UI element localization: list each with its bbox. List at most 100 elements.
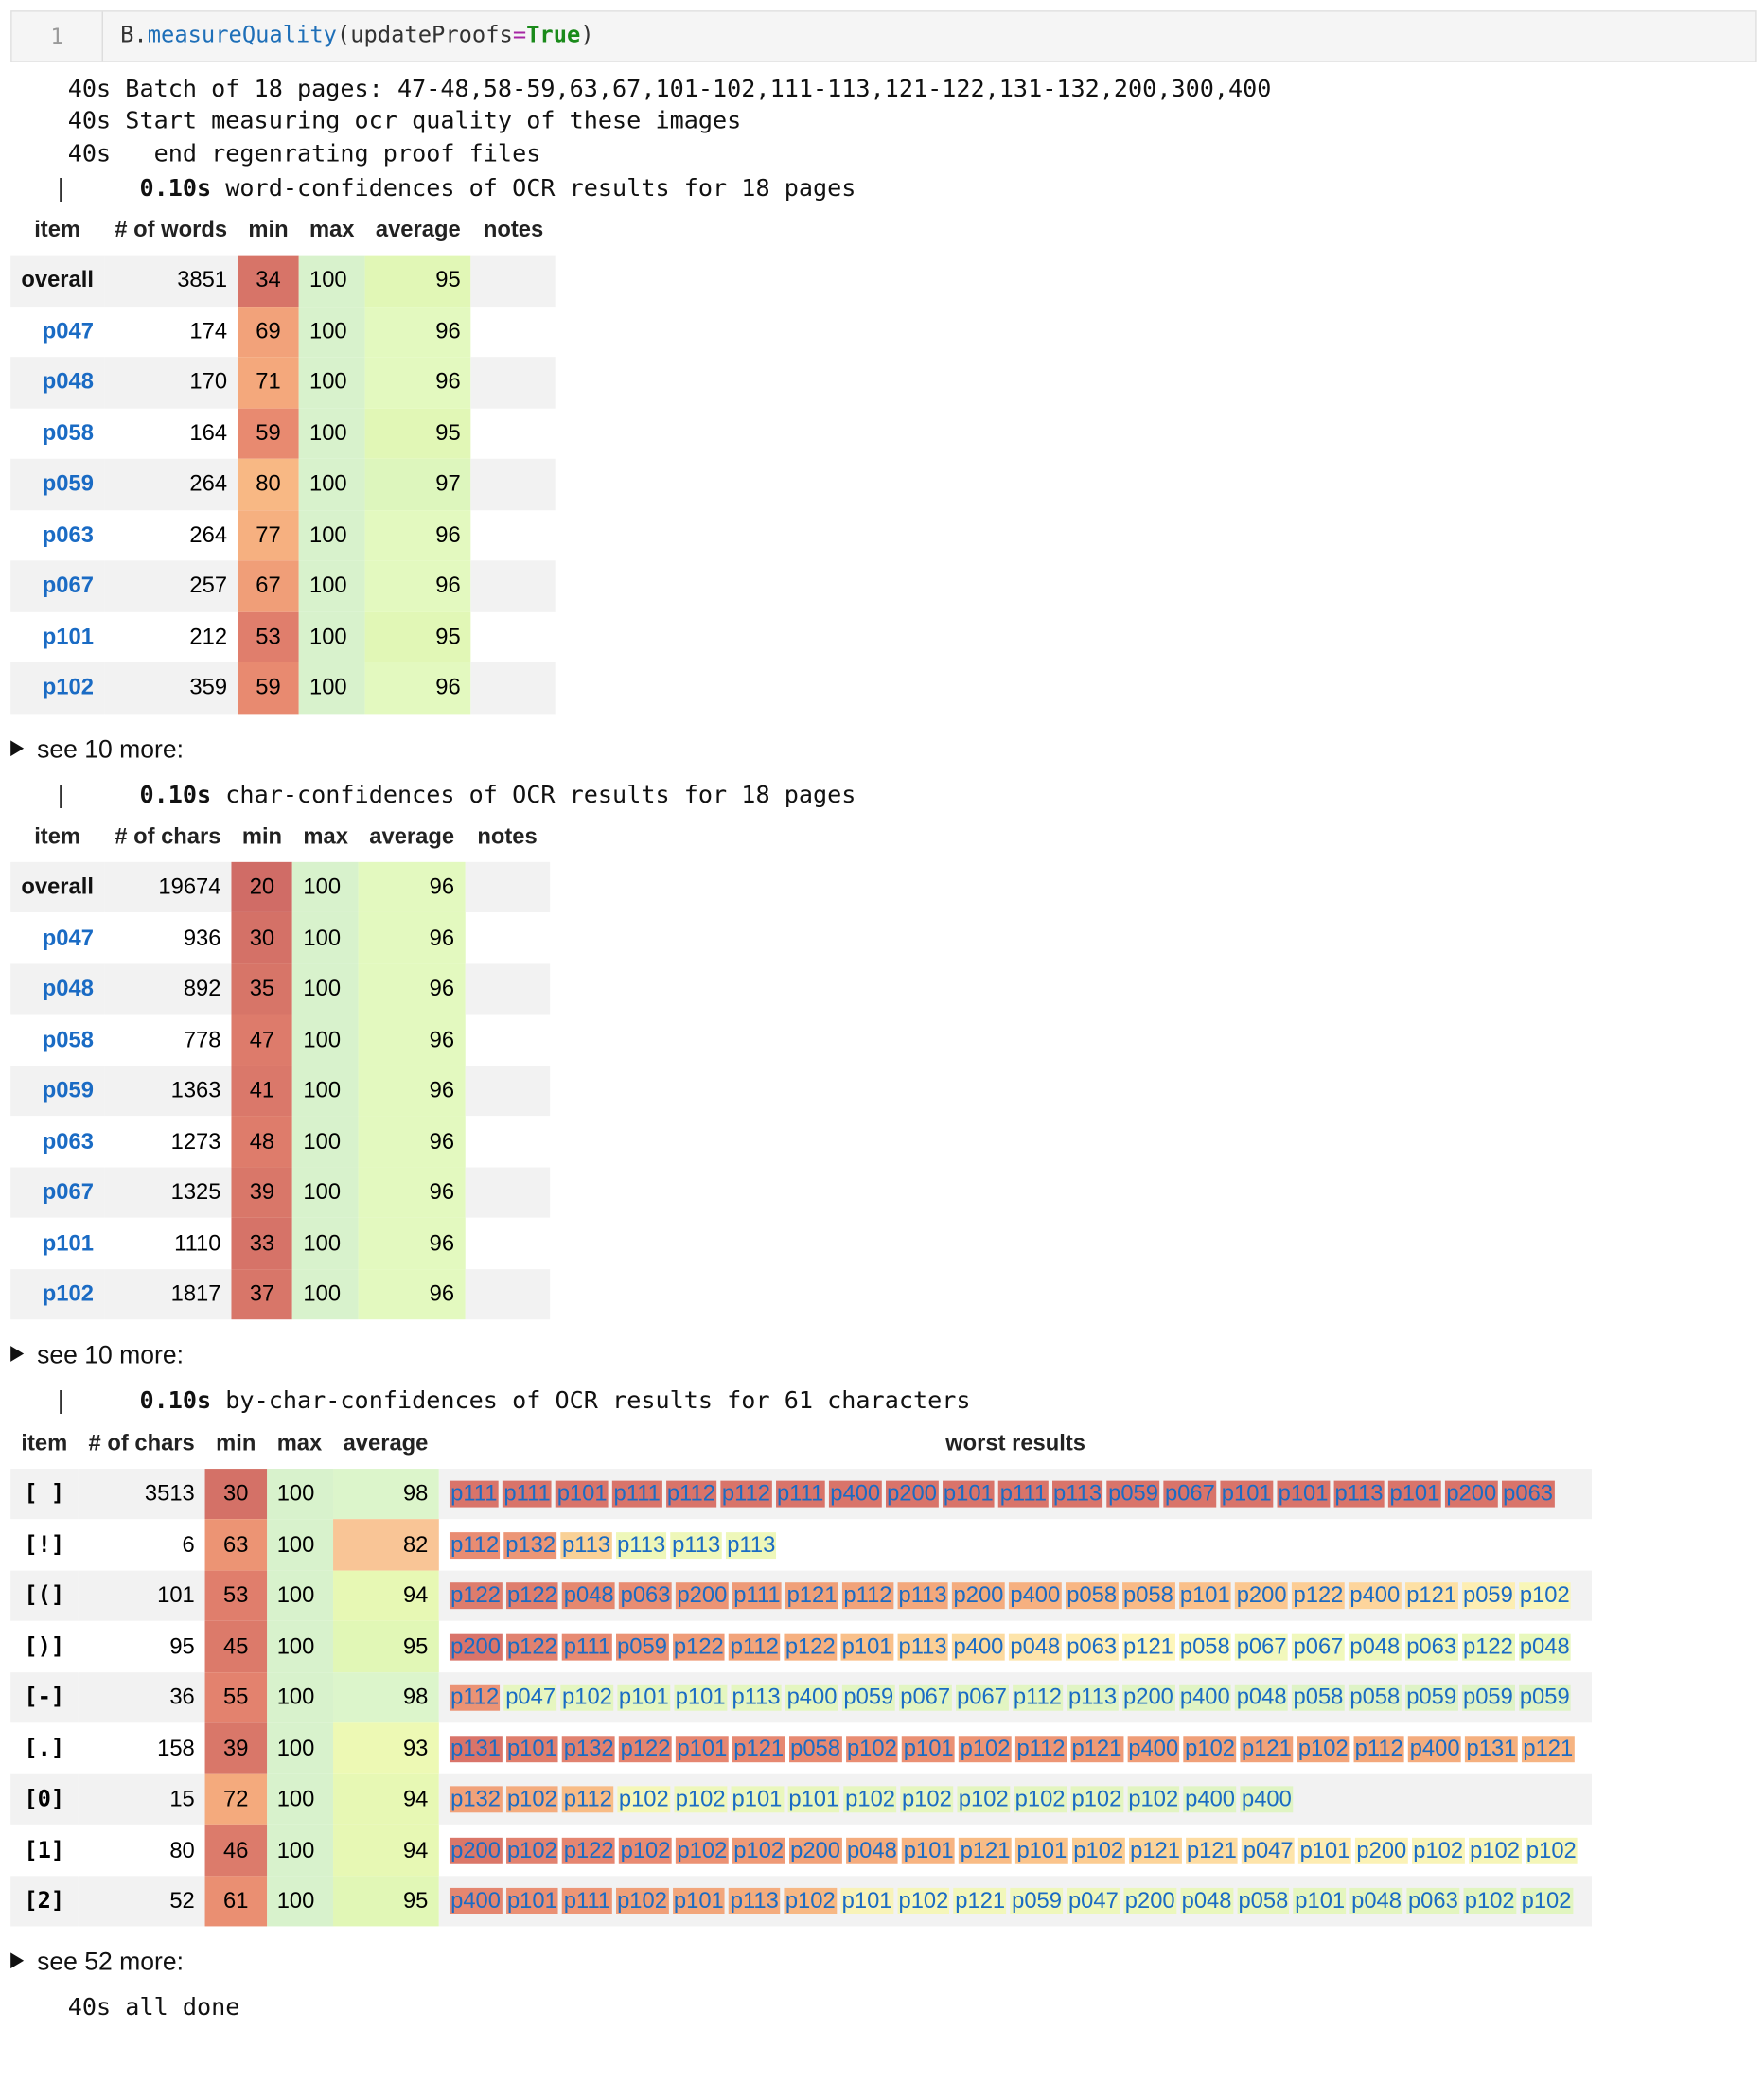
worst-result-link[interactable]: p121	[959, 1837, 1012, 1864]
page-link[interactable]: p067	[10, 560, 105, 612]
page-link[interactable]: p101	[42, 1230, 94, 1256]
worst-result-link[interactable]: p102	[505, 1837, 559, 1864]
page-link[interactable]: p101	[42, 624, 94, 649]
worst-result-link[interactable]: p111	[732, 1582, 782, 1610]
worst-result-link[interactable]: p101	[672, 1887, 726, 1914]
worst-result-link[interactable]: p102	[1525, 1837, 1579, 1864]
worst-result-link[interactable]: p121	[732, 1735, 785, 1762]
worst-result-link[interactable]: p112	[665, 1480, 717, 1508]
worst-result-link[interactable]: p058	[1292, 1684, 1345, 1711]
code-line[interactable]: B.measureQuality(updateProofs=True)	[120, 12, 594, 62]
worst-result-link[interactable]: p102	[1411, 1837, 1465, 1864]
worst-result-link[interactable]: p063	[1065, 1633, 1119, 1660]
worst-result-link[interactable]: p112	[449, 1531, 501, 1559]
worst-result-link[interactable]: p121	[1240, 1735, 1294, 1762]
see-more-toggle[interactable]: see 10 more:	[10, 1333, 1763, 1381]
worst-result-link[interactable]: p067	[955, 1684, 1009, 1711]
worst-result-link[interactable]: p102	[560, 1684, 614, 1711]
worst-result-link[interactable]: p111	[562, 1887, 612, 1914]
worst-result-link[interactable]: p102	[1520, 1887, 1573, 1914]
worst-result-link[interactable]: p101	[505, 1887, 559, 1914]
worst-result-link[interactable]: p102	[845, 1735, 899, 1762]
worst-result-link[interactable]: p101	[840, 1887, 893, 1914]
worst-result-link[interactable]: p112	[842, 1582, 893, 1610]
worst-result-link[interactable]: p058	[1237, 1887, 1290, 1914]
worst-result-link[interactable]: p113	[897, 1633, 948, 1660]
worst-result-link[interactable]: p102	[676, 1837, 729, 1864]
worst-result-link[interactable]: p400	[952, 1633, 1005, 1660]
worst-result-link[interactable]: p400	[1408, 1735, 1461, 1762]
worst-result-link[interactable]: p400	[1126, 1735, 1180, 1762]
page-link[interactable]: p102	[10, 1269, 105, 1320]
worst-result-link[interactable]: p063	[1406, 1887, 1460, 1914]
worst-result-link[interactable]: p132	[449, 1786, 503, 1813]
worst-result-link[interactable]: p200	[676, 1582, 729, 1610]
worst-result-link[interactable]: p048	[1518, 1633, 1572, 1660]
worst-result-link[interactable]: p131	[449, 1735, 503, 1762]
worst-result-link[interactable]: p102	[1071, 1837, 1125, 1864]
worst-result-link[interactable]: p067	[898, 1684, 952, 1711]
worst-result-link[interactable]: p101	[505, 1735, 559, 1762]
worst-result-link[interactable]: p102	[674, 1786, 727, 1813]
worst-result-link[interactable]: p200	[449, 1837, 503, 1864]
worst-result-link[interactable]: p121	[1070, 1735, 1123, 1762]
worst-result-link[interactable]: p112	[1353, 1735, 1405, 1762]
worst-result-link[interactable]: p200	[1355, 1837, 1408, 1864]
worst-result-link[interactable]: p102	[1070, 1786, 1123, 1813]
worst-result-link[interactable]: p047	[1067, 1887, 1120, 1914]
worst-result-link[interactable]: p101	[731, 1786, 784, 1813]
worst-result-link[interactable]: p122	[505, 1633, 559, 1660]
worst-result-link[interactable]: p063	[1501, 1480, 1555, 1508]
worst-result-link[interactable]: p102	[843, 1786, 897, 1813]
worst-result-link[interactable]: p112	[449, 1684, 501, 1711]
worst-result-link[interactable]: p113	[897, 1582, 948, 1610]
page-link[interactable]: p067	[10, 1167, 105, 1219]
worst-result-link[interactable]: p131	[1465, 1735, 1518, 1762]
worst-result-link[interactable]: p067	[1163, 1480, 1217, 1508]
worst-result-link[interactable]: p113	[1067, 1684, 1119, 1711]
worst-result-link[interactable]: p102	[1468, 1837, 1522, 1864]
worst-result-link[interactable]: p048	[1008, 1633, 1062, 1660]
page-link[interactable]: p059	[10, 459, 105, 510]
worst-result-link[interactable]: p102	[784, 1887, 838, 1914]
worst-result-link[interactable]: p113	[670, 1531, 722, 1559]
worst-result-link[interactable]: p047	[503, 1684, 557, 1711]
worst-result-link[interactable]: p113	[725, 1531, 777, 1559]
worst-result-link[interactable]: p122	[619, 1735, 672, 1762]
worst-result-link[interactable]: p102	[1518, 1582, 1572, 1610]
worst-result-link[interactable]: p132	[503, 1531, 557, 1559]
worst-result-link[interactable]: p121	[1121, 1633, 1175, 1660]
worst-result-link[interactable]: p122	[1292, 1582, 1345, 1610]
worst-result-link[interactable]: p113	[560, 1531, 612, 1559]
page-link[interactable]: p048	[10, 357, 105, 409]
worst-result-link[interactable]: p102	[619, 1837, 672, 1864]
worst-result-link[interactable]: p112	[1012, 1684, 1064, 1711]
worst-result-link[interactable]: p059	[1106, 1480, 1160, 1508]
worst-result-link[interactable]: p102	[1014, 1786, 1067, 1813]
worst-result-link[interactable]: p200	[1123, 1887, 1177, 1914]
page-link[interactable]: p058	[42, 1027, 94, 1052]
worst-result-link[interactable]: p059	[1518, 1684, 1572, 1711]
worst-result-link[interactable]: p102	[1183, 1735, 1237, 1762]
worst-result-link[interactable]: p058	[1121, 1582, 1175, 1610]
worst-result-link[interactable]: p121	[1521, 1735, 1575, 1762]
worst-result-link[interactable]: p048	[845, 1837, 899, 1864]
worst-result-link[interactable]: p111	[449, 1480, 499, 1508]
worst-result-link[interactable]: p400	[785, 1684, 838, 1711]
worst-result-link[interactable]: p102	[615, 1887, 669, 1914]
worst-result-link[interactable]: p200	[885, 1480, 939, 1508]
page-link[interactable]: p047	[42, 925, 94, 951]
worst-result-link[interactable]: p111	[775, 1480, 825, 1508]
worst-result-link[interactable]: p101	[1220, 1480, 1274, 1508]
worst-result-link[interactable]: p113	[1051, 1480, 1103, 1508]
page-link[interactable]: p048	[10, 963, 105, 1015]
worst-result-link[interactable]: p059	[1461, 1582, 1515, 1610]
worst-result-link[interactable]: p102	[1126, 1786, 1180, 1813]
worst-result-link[interactable]: p200	[952, 1582, 1005, 1610]
worst-result-link[interactable]: p112	[720, 1480, 772, 1508]
worst-result-link[interactable]: p132	[562, 1735, 616, 1762]
worst-result-link[interactable]: p101	[1178, 1582, 1232, 1610]
page-link[interactable]: p063	[42, 521, 94, 548]
worst-result-link[interactable]: p048	[1349, 1887, 1403, 1914]
worst-result-link[interactable]: p101	[1388, 1480, 1441, 1508]
